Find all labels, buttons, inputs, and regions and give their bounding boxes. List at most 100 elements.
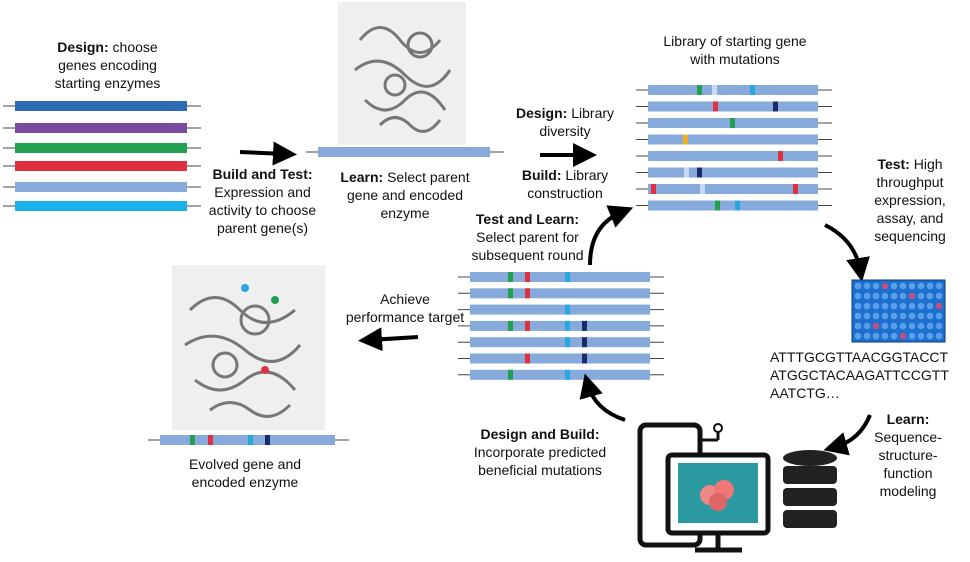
step-text: Build: Library construction — [505, 166, 625, 202]
well — [908, 322, 916, 330]
well — [881, 332, 889, 340]
gene-bar — [470, 320, 650, 331]
step-desc: Select parent gene and encoded enzyme — [347, 169, 470, 221]
mutation — [715, 200, 720, 211]
library-title: Library of starting gene with mutations — [663, 33, 807, 67]
step-label: Design: — [57, 39, 109, 55]
mutation — [565, 304, 570, 315]
mutation — [684, 167, 689, 178]
well — [890, 302, 898, 310]
sequence-line: ATTTGCGTTAACGGTACCT — [770, 349, 949, 365]
well — [926, 312, 934, 320]
gene-bar — [318, 147, 490, 157]
gene-bar — [648, 167, 818, 178]
step-text: Design and Build: Incorporate predicted … — [465, 425, 615, 479]
well — [881, 302, 889, 310]
mutation — [565, 337, 570, 348]
step-text: Design: choose genes encoding starting e… — [40, 38, 175, 92]
mutation — [735, 200, 740, 211]
gene-bar — [648, 200, 818, 211]
well — [872, 332, 880, 340]
well — [917, 332, 925, 340]
step-desc: Incorporate predicted beneficial mutatio… — [473, 444, 607, 478]
step-text: Test and Learn: Select parent for subseq… — [460, 210, 595, 264]
well-plate — [851, 279, 946, 343]
well — [935, 322, 943, 330]
gene-bar — [15, 123, 187, 133]
well — [908, 292, 916, 300]
well — [890, 282, 898, 290]
gene-bar — [648, 151, 818, 161]
well — [881, 292, 889, 300]
gene-bar — [15, 161, 187, 171]
mutation — [190, 435, 195, 445]
well — [935, 312, 943, 320]
well — [854, 332, 862, 340]
well — [872, 302, 880, 310]
mutation — [508, 288, 513, 299]
step-desc: Expression and activity to choose parent… — [208, 184, 317, 236]
well — [899, 312, 907, 320]
mutation — [582, 353, 587, 364]
well — [908, 332, 916, 340]
well — [854, 302, 862, 310]
step-desc: Library diversity — [539, 105, 615, 139]
mutation — [713, 101, 718, 112]
mutation — [697, 85, 702, 95]
step-text: Design: Library diversity — [505, 104, 625, 140]
well — [935, 282, 943, 290]
mutation — [265, 435, 270, 445]
mutation — [793, 184, 798, 194]
step-label: Learn: — [886, 411, 930, 427]
well — [890, 332, 898, 340]
well — [926, 292, 934, 300]
well — [854, 312, 862, 320]
well — [899, 282, 907, 290]
mutation — [700, 184, 705, 194]
gene-bar — [15, 101, 187, 111]
gene-bar — [470, 337, 650, 348]
gene-bar — [15, 182, 187, 192]
mutation — [508, 320, 513, 331]
step-label: Design and Build: — [480, 426, 600, 442]
well — [917, 302, 925, 310]
step-label: Test and Learn: — [475, 211, 580, 227]
evolved-enzyme-ribbons — [184, 284, 302, 418]
step-text: Learn: Select parent gene and encoded en… — [330, 168, 480, 222]
mutation — [730, 118, 735, 128]
well — [908, 302, 916, 310]
mutation — [248, 435, 253, 445]
well — [854, 292, 862, 300]
mutation — [582, 320, 587, 331]
step-desc: Select parent for subsequent round — [471, 229, 584, 263]
step-desc: Sequence-structure-function modeling — [874, 429, 942, 499]
achieve-text: Achieve performance target — [345, 291, 465, 325]
mutation — [750, 85, 755, 95]
gene-bar — [648, 134, 818, 145]
well — [926, 282, 934, 290]
arrows — [239, 141, 872, 456]
mutation — [565, 369, 570, 380]
gene-bar — [648, 85, 818, 95]
mutation — [651, 184, 656, 194]
well — [881, 322, 889, 330]
sequence-line: ATGGCTACAAGATTCCGTT — [770, 367, 949, 383]
evolved-text: Evolved gene and encoded enzyme — [188, 456, 302, 490]
step-label: Design: — [515, 105, 568, 121]
mutation — [525, 353, 530, 364]
well — [863, 312, 871, 320]
gene-bar — [470, 304, 650, 315]
well — [890, 292, 898, 300]
step-text: Learn: Sequence-structure-function model… — [858, 410, 958, 500]
well — [917, 282, 925, 290]
well — [908, 312, 916, 320]
computer-icon — [637, 422, 771, 553]
well — [899, 332, 907, 340]
step-text: Build and Test: Expression and activity … — [200, 165, 325, 237]
well — [899, 302, 907, 310]
gene-bar — [648, 101, 818, 112]
database-icon — [783, 450, 837, 528]
well — [872, 312, 880, 320]
